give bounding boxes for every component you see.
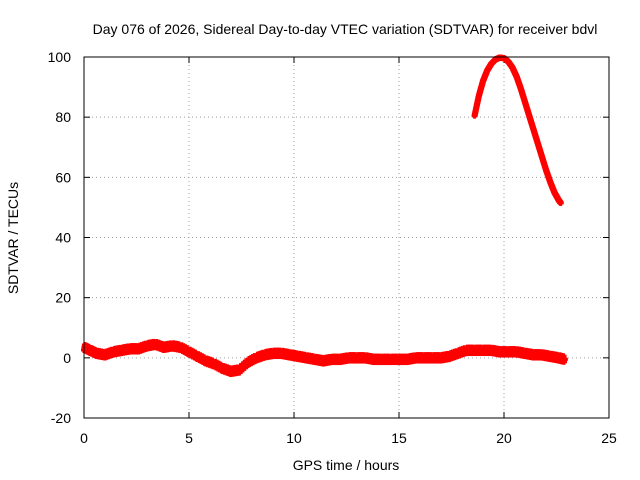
x-tick-labels: 0 5 10 15 20 25 <box>80 430 617 446</box>
data-point <box>557 199 564 206</box>
y-tick-label: 20 <box>55 290 71 306</box>
y-tick-label: 100 <box>48 49 72 65</box>
y-tick-label: 40 <box>55 230 71 246</box>
y-axis-label: SDTVAR / TECUs <box>5 182 21 294</box>
y-tick-label: 80 <box>55 109 71 125</box>
y-tick-label: 0 <box>63 350 71 366</box>
chart-title: Day 076 of 2026, Sidereal Day-to-day VTE… <box>93 21 598 37</box>
plot-frame <box>83 56 610 419</box>
y-tick-label: -20 <box>51 410 71 426</box>
x-axis-label: GPS time / hours <box>293 457 400 473</box>
x-tick-label: 15 <box>391 430 407 446</box>
y-tick-label: 60 <box>55 169 71 185</box>
x-tick-label: 0 <box>80 430 88 446</box>
data-point <box>561 356 568 363</box>
x-tick-label: 20 <box>496 430 512 446</box>
x-tick-label: 5 <box>185 430 193 446</box>
x-tick-label: 25 <box>601 430 617 446</box>
y-tick-labels: -20 0 20 40 60 80 100 <box>48 49 72 426</box>
x-tick-label: 10 <box>286 430 302 446</box>
data-points <box>81 54 568 378</box>
